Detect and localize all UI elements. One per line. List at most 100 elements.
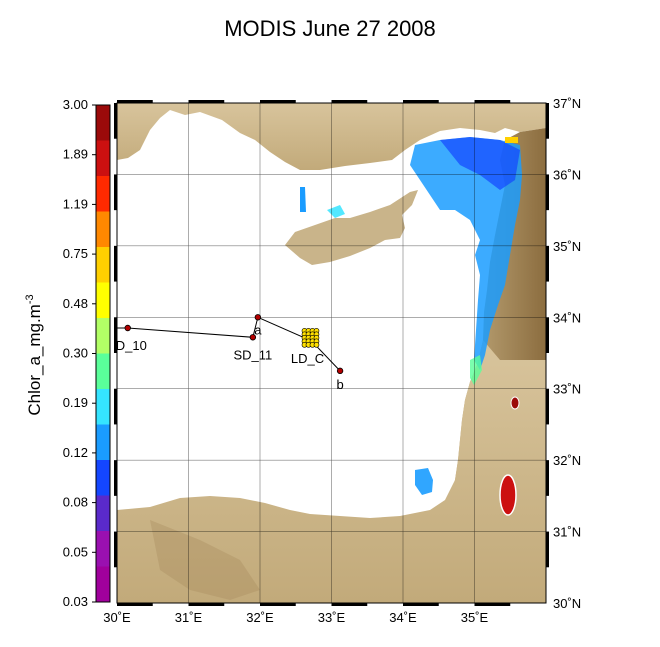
map-title: MODIS June 27 2008 bbox=[224, 16, 436, 41]
colorbar-tick-label: 0.75 bbox=[63, 246, 88, 261]
frame-bar-right bbox=[546, 245, 549, 282]
nile-delta bbox=[150, 520, 260, 600]
frame-bar-bottom bbox=[260, 603, 296, 606]
station-marker bbox=[124, 324, 131, 332]
dead-sea bbox=[499, 474, 517, 516]
longitude-label: 31˚E bbox=[175, 610, 203, 625]
station-label: D_10 bbox=[116, 338, 147, 353]
frame-bar-left bbox=[114, 531, 117, 568]
frame-bar-right bbox=[546, 460, 549, 496]
colorbar-segment bbox=[96, 211, 110, 248]
ld-c-station-dot bbox=[313, 342, 320, 348]
ld-c-station-cluster bbox=[301, 328, 320, 348]
latitude-labels: 37˚N 36˚N 35˚N 34˚N 33˚N 32˚N 31˚N 30˚N bbox=[553, 96, 581, 611]
colorbar-ticks: 3.00 1.89 1.19 0.75 0.48 0.30 0.19 0.12 0.08 0.05… bbox=[63, 97, 96, 609]
station-marker bbox=[254, 314, 262, 321]
sea-of-galilee bbox=[510, 396, 520, 410]
map-grid bbox=[117, 103, 546, 603]
frame-ticks bbox=[114, 100, 549, 606]
frame-bar-top bbox=[188, 100, 225, 103]
colorbar-title: Chlor_a_mg.m-3 bbox=[24, 294, 44, 415]
colorbar-tick-label: 3.00 bbox=[63, 97, 88, 112]
latitude-label: 32˚N bbox=[553, 453, 581, 468]
colorbar-segment bbox=[96, 282, 110, 319]
latitude-label: 31˚N bbox=[553, 525, 581, 540]
chlorophyll-patch-south bbox=[415, 468, 433, 495]
latitude-label: 34˚N bbox=[553, 310, 581, 325]
frame-bar-right bbox=[546, 174, 549, 211]
longitude-label: 34˚E bbox=[389, 610, 417, 625]
colorbar-tick-label: 0.19 bbox=[63, 395, 88, 410]
frame-bar-top bbox=[117, 100, 153, 103]
chlorophyll-patch-small bbox=[327, 205, 345, 218]
colorbar-segment bbox=[96, 424, 110, 461]
frame-bar-left bbox=[114, 174, 117, 211]
colorbar bbox=[95, 104, 111, 603]
colorbar-tick-label: 0.48 bbox=[63, 296, 88, 311]
colorbar-segment bbox=[96, 495, 110, 532]
longitude-label: 32˚E bbox=[246, 610, 274, 625]
latitude-label: 30˚N bbox=[553, 596, 581, 611]
colorbar-segment bbox=[96, 247, 110, 283]
colorbar-exponent: -3 bbox=[24, 294, 36, 304]
frame-bar-bottom bbox=[117, 603, 153, 606]
colorbar-tick-label: 0.05 bbox=[63, 544, 88, 559]
colorbar-segment bbox=[96, 389, 110, 425]
colorbar-tick-label: 1.89 bbox=[63, 147, 88, 162]
station-marker bbox=[249, 334, 257, 341]
latitude-label: 36˚N bbox=[553, 167, 581, 182]
colorbar-segment bbox=[96, 140, 110, 177]
colorbar-segment bbox=[96, 318, 110, 354]
station-label: SD_11 bbox=[233, 347, 272, 362]
frame-bar-top bbox=[474, 100, 511, 103]
colorbar-label: Chlor_a_mg.m bbox=[25, 304, 44, 416]
colorbar-tick-label: 0.12 bbox=[63, 445, 88, 460]
frame-bar-bottom bbox=[403, 603, 439, 606]
station-label: b bbox=[336, 377, 343, 392]
colorbar-tick-label: 0.30 bbox=[63, 346, 88, 361]
station-label: LD_C bbox=[291, 351, 324, 366]
frame-bar-right bbox=[546, 388, 549, 425]
chlorophyll-patch-levant bbox=[410, 137, 522, 370]
latitude-label: 37˚N bbox=[553, 96, 581, 111]
colorbar-segment bbox=[96, 353, 110, 390]
colorbar-tick-label: 0.08 bbox=[63, 495, 88, 510]
frame-bar-right bbox=[546, 317, 549, 353]
colorbar-segment bbox=[96, 176, 110, 212]
colorbar-segment bbox=[96, 460, 110, 496]
frame-bar-left bbox=[114, 388, 117, 425]
chlorophyll-patch-north bbox=[440, 137, 520, 190]
frame-bar-left bbox=[114, 245, 117, 282]
cyprus-land bbox=[285, 190, 418, 265]
colorbar-segment bbox=[96, 531, 110, 567]
frame-bar-left bbox=[114, 460, 117, 496]
colorbar-tick-label: 1.19 bbox=[63, 196, 88, 211]
frame-bar-bottom bbox=[331, 603, 368, 606]
chlorophyll-patch-north-yellow bbox=[505, 137, 518, 143]
chlorophyll-patch-west bbox=[300, 187, 306, 212]
colorbar-tick-label: 0.03 bbox=[63, 594, 88, 609]
colorbar-segment bbox=[96, 105, 110, 141]
longitude-label: 30˚E bbox=[103, 610, 131, 625]
frame-bar-bottom bbox=[474, 603, 511, 606]
frame-bar-right bbox=[546, 531, 549, 568]
station-label: a bbox=[254, 322, 262, 337]
longitude-labels: 30˚E 31˚E 32˚E 33˚E 34˚E 35˚E bbox=[103, 610, 488, 625]
longitude-label: 35˚E bbox=[461, 610, 489, 625]
latitude-label: 35˚N bbox=[553, 239, 581, 254]
frame-bar-right bbox=[546, 103, 549, 139]
map-area: D_10 SD_11 a LD_Cb bbox=[116, 103, 546, 603]
frame-bar-top bbox=[331, 100, 368, 103]
frame-bar-top bbox=[260, 100, 296, 103]
frame-bar-left bbox=[114, 317, 117, 353]
longitude-label: 33˚E bbox=[318, 610, 346, 625]
egypt-land bbox=[117, 340, 546, 603]
latitude-label: 33˚N bbox=[553, 382, 581, 397]
frame-bar-bottom bbox=[188, 603, 225, 606]
frame-bar-left bbox=[114, 103, 117, 139]
stations: D_10 SD_11 a LD_Cb bbox=[116, 314, 344, 392]
chlorophyll-patch-coast-green bbox=[470, 355, 482, 385]
frame-bar-top bbox=[403, 100, 439, 103]
colorbar-segment bbox=[96, 566, 110, 603]
